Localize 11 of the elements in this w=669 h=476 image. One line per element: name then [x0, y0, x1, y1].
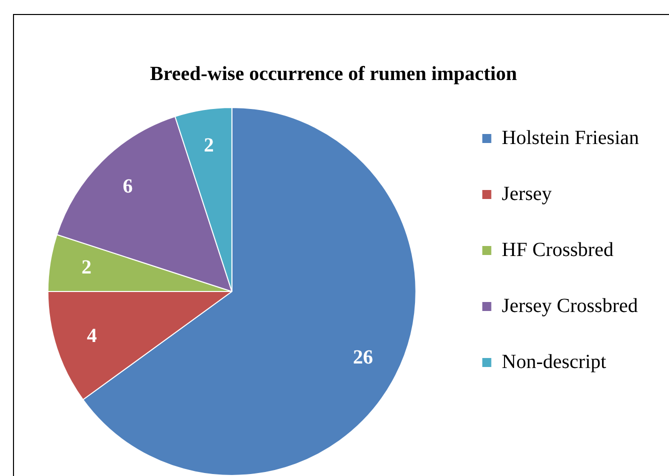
legend-label: Jersey Crossbred	[502, 294, 638, 317]
data-label: 4	[86, 325, 97, 348]
data-label: 26	[353, 346, 374, 368]
legend-label: Non-descript	[502, 350, 607, 373]
data-label: 6	[122, 176, 133, 198]
data-label: 2	[204, 134, 214, 156]
legend-label: Jersey	[502, 182, 552, 205]
chart-title: Breed-wise occurrence of rumen impaction	[150, 63, 517, 86]
legend-label: Holstein Friesian	[502, 126, 640, 149]
legend-label: HF Crossbred	[502, 238, 614, 261]
data-label: 2	[82, 256, 92, 279]
